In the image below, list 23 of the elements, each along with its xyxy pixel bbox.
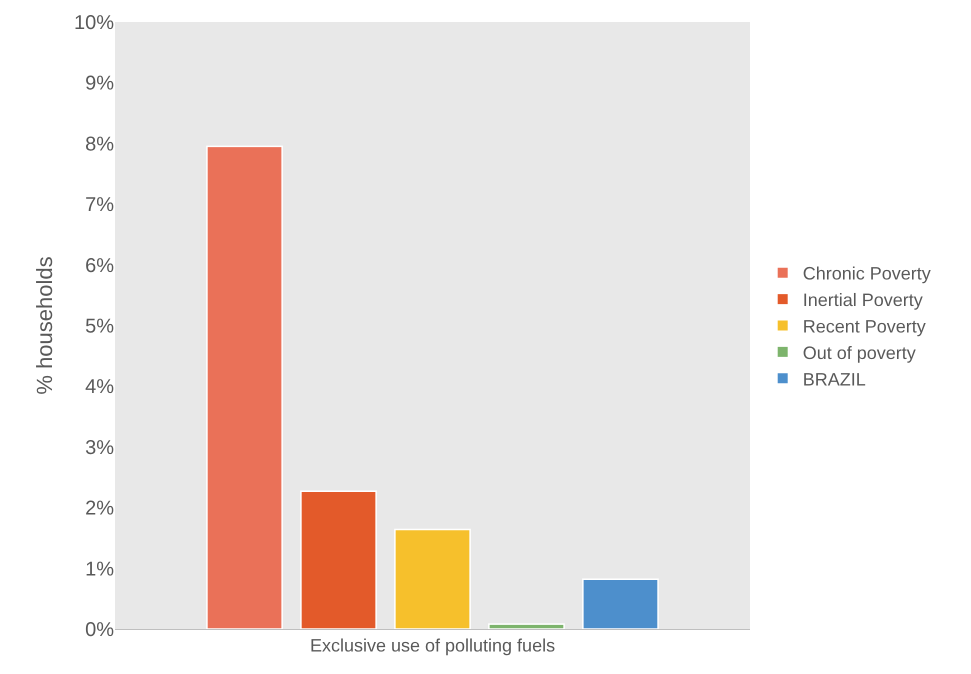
legend-label: BRAZIL: [802, 369, 866, 390]
x-tick-label: Exclusive use of polluting fuels: [310, 636, 556, 656]
y-tick-label: 8%: [85, 133, 114, 156]
legend-label: Recent Poverty: [802, 316, 926, 337]
y-tick-label: 0%: [85, 619, 114, 641]
legend-label: Chronic Poverty: [802, 264, 931, 284]
bar: [394, 528, 471, 629]
y-tick-label: 9%: [85, 72, 114, 95]
legend-label: Out of poverty: [802, 342, 916, 363]
legend-label: Inertial Poverty: [802, 290, 923, 310]
y-tick-label: 5%: [85, 316, 114, 338]
y-tick-label: 10%: [74, 12, 114, 34]
y-tick-label: 1%: [85, 558, 114, 580]
y-tick-label: 4%: [85, 376, 114, 398]
bar: [300, 490, 377, 629]
y-tick-label: 6%: [85, 254, 114, 277]
bar: [206, 146, 283, 629]
bar: [582, 578, 659, 629]
y-tick-label: 3%: [85, 436, 114, 459]
y-axis-title: % households: [32, 256, 57, 395]
bar: [488, 623, 565, 629]
y-tick-label: 7%: [85, 194, 114, 216]
y-tick-label: 2%: [85, 498, 114, 520]
